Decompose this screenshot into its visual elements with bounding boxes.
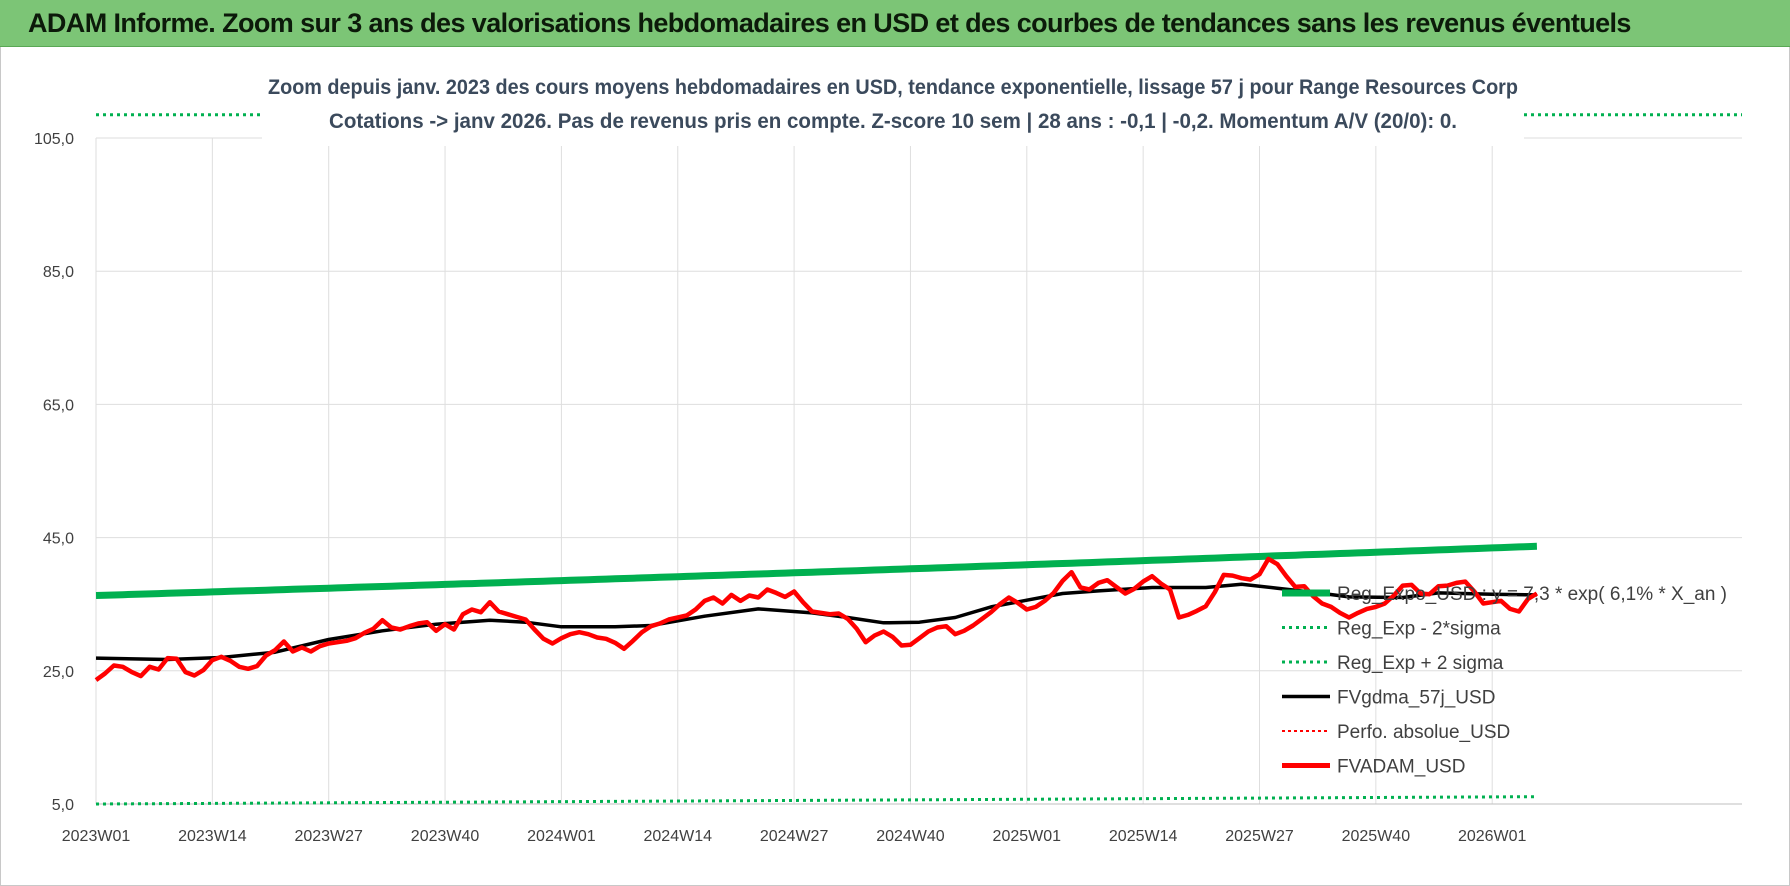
- legend-label-reg_expo: Reg_Expo_USD : y = 7,3 * exp( 6,1% * X_a…: [1337, 584, 1727, 605]
- legend-label-fvadam: FVADAM_USD: [1337, 757, 1465, 778]
- x-tick-label: 2024W14: [644, 828, 713, 845]
- series-line-sigma-low: [95, 795, 1537, 806]
- chart-subtitle: Cotations -> janv 2026. Pas de revenus p…: [329, 110, 1457, 133]
- report-banner: ADAM Informe. Zoom sur 3 ans des valoris…: [0, 0, 1790, 47]
- y-tick-label: 105,0: [34, 131, 74, 148]
- x-axis: 2023W01 2023W14 2023W27 2023W40 2024W01 2024W…: [62, 828, 1527, 845]
- x-tick-label: 2024W27: [760, 828, 829, 845]
- x-tick-label: 2023W01: [62, 828, 131, 845]
- legend: Reg_Expo_USD : y = 7,3 * exp( 6,1% * X_a…: [1282, 584, 1727, 778]
- x-tick-label: 2025W27: [1225, 828, 1294, 845]
- x-tick-label: 2023W14: [178, 828, 247, 845]
- banner-title: ADAM Informe. Zoom sur 3 ans des valoris…: [28, 8, 1631, 38]
- legend-label-sigma_low: Reg_Exp - 2*sigma: [1337, 619, 1501, 640]
- legend-label-sigma_high: Reg_Exp + 2 sigma: [1337, 653, 1504, 674]
- x-tick-label: 2023W40: [411, 828, 480, 845]
- chart-title: Zoom depuis janv. 2023 des cours moyens …: [268, 76, 1518, 99]
- y-tick-label: 45,0: [43, 531, 74, 548]
- y-axis: 105,0 85,0 65,0 45,0 25,0 5,0: [34, 131, 74, 814]
- y-tick-label: 65,0: [43, 397, 74, 414]
- title-box: [262, 64, 1524, 146]
- series-line-fvadam: [94, 556, 1539, 682]
- y-tick-label: 5,0: [52, 797, 74, 814]
- series-lines: [94, 542, 1539, 682]
- legend-label-perfo: Perfo. absolue_USD: [1337, 722, 1510, 743]
- y-tick-label: 85,0: [43, 264, 74, 281]
- x-tick-label: 2024W40: [876, 828, 945, 845]
- series-line-reg-expo: [95, 542, 1538, 599]
- x-tick-label: 2025W14: [1109, 828, 1178, 845]
- legend-label-fvgdma: FVgdma_57j_USD: [1337, 688, 1495, 709]
- x-tick-label: 2026W01: [1458, 828, 1527, 845]
- x-tick-label: 2025W40: [1342, 828, 1411, 845]
- x-tick-label: 2025W01: [993, 828, 1062, 845]
- y-tick-label: 25,0: [43, 664, 74, 681]
- x-tick-label: 2024W01: [527, 828, 596, 845]
- x-tick-label: 2023W27: [294, 828, 363, 845]
